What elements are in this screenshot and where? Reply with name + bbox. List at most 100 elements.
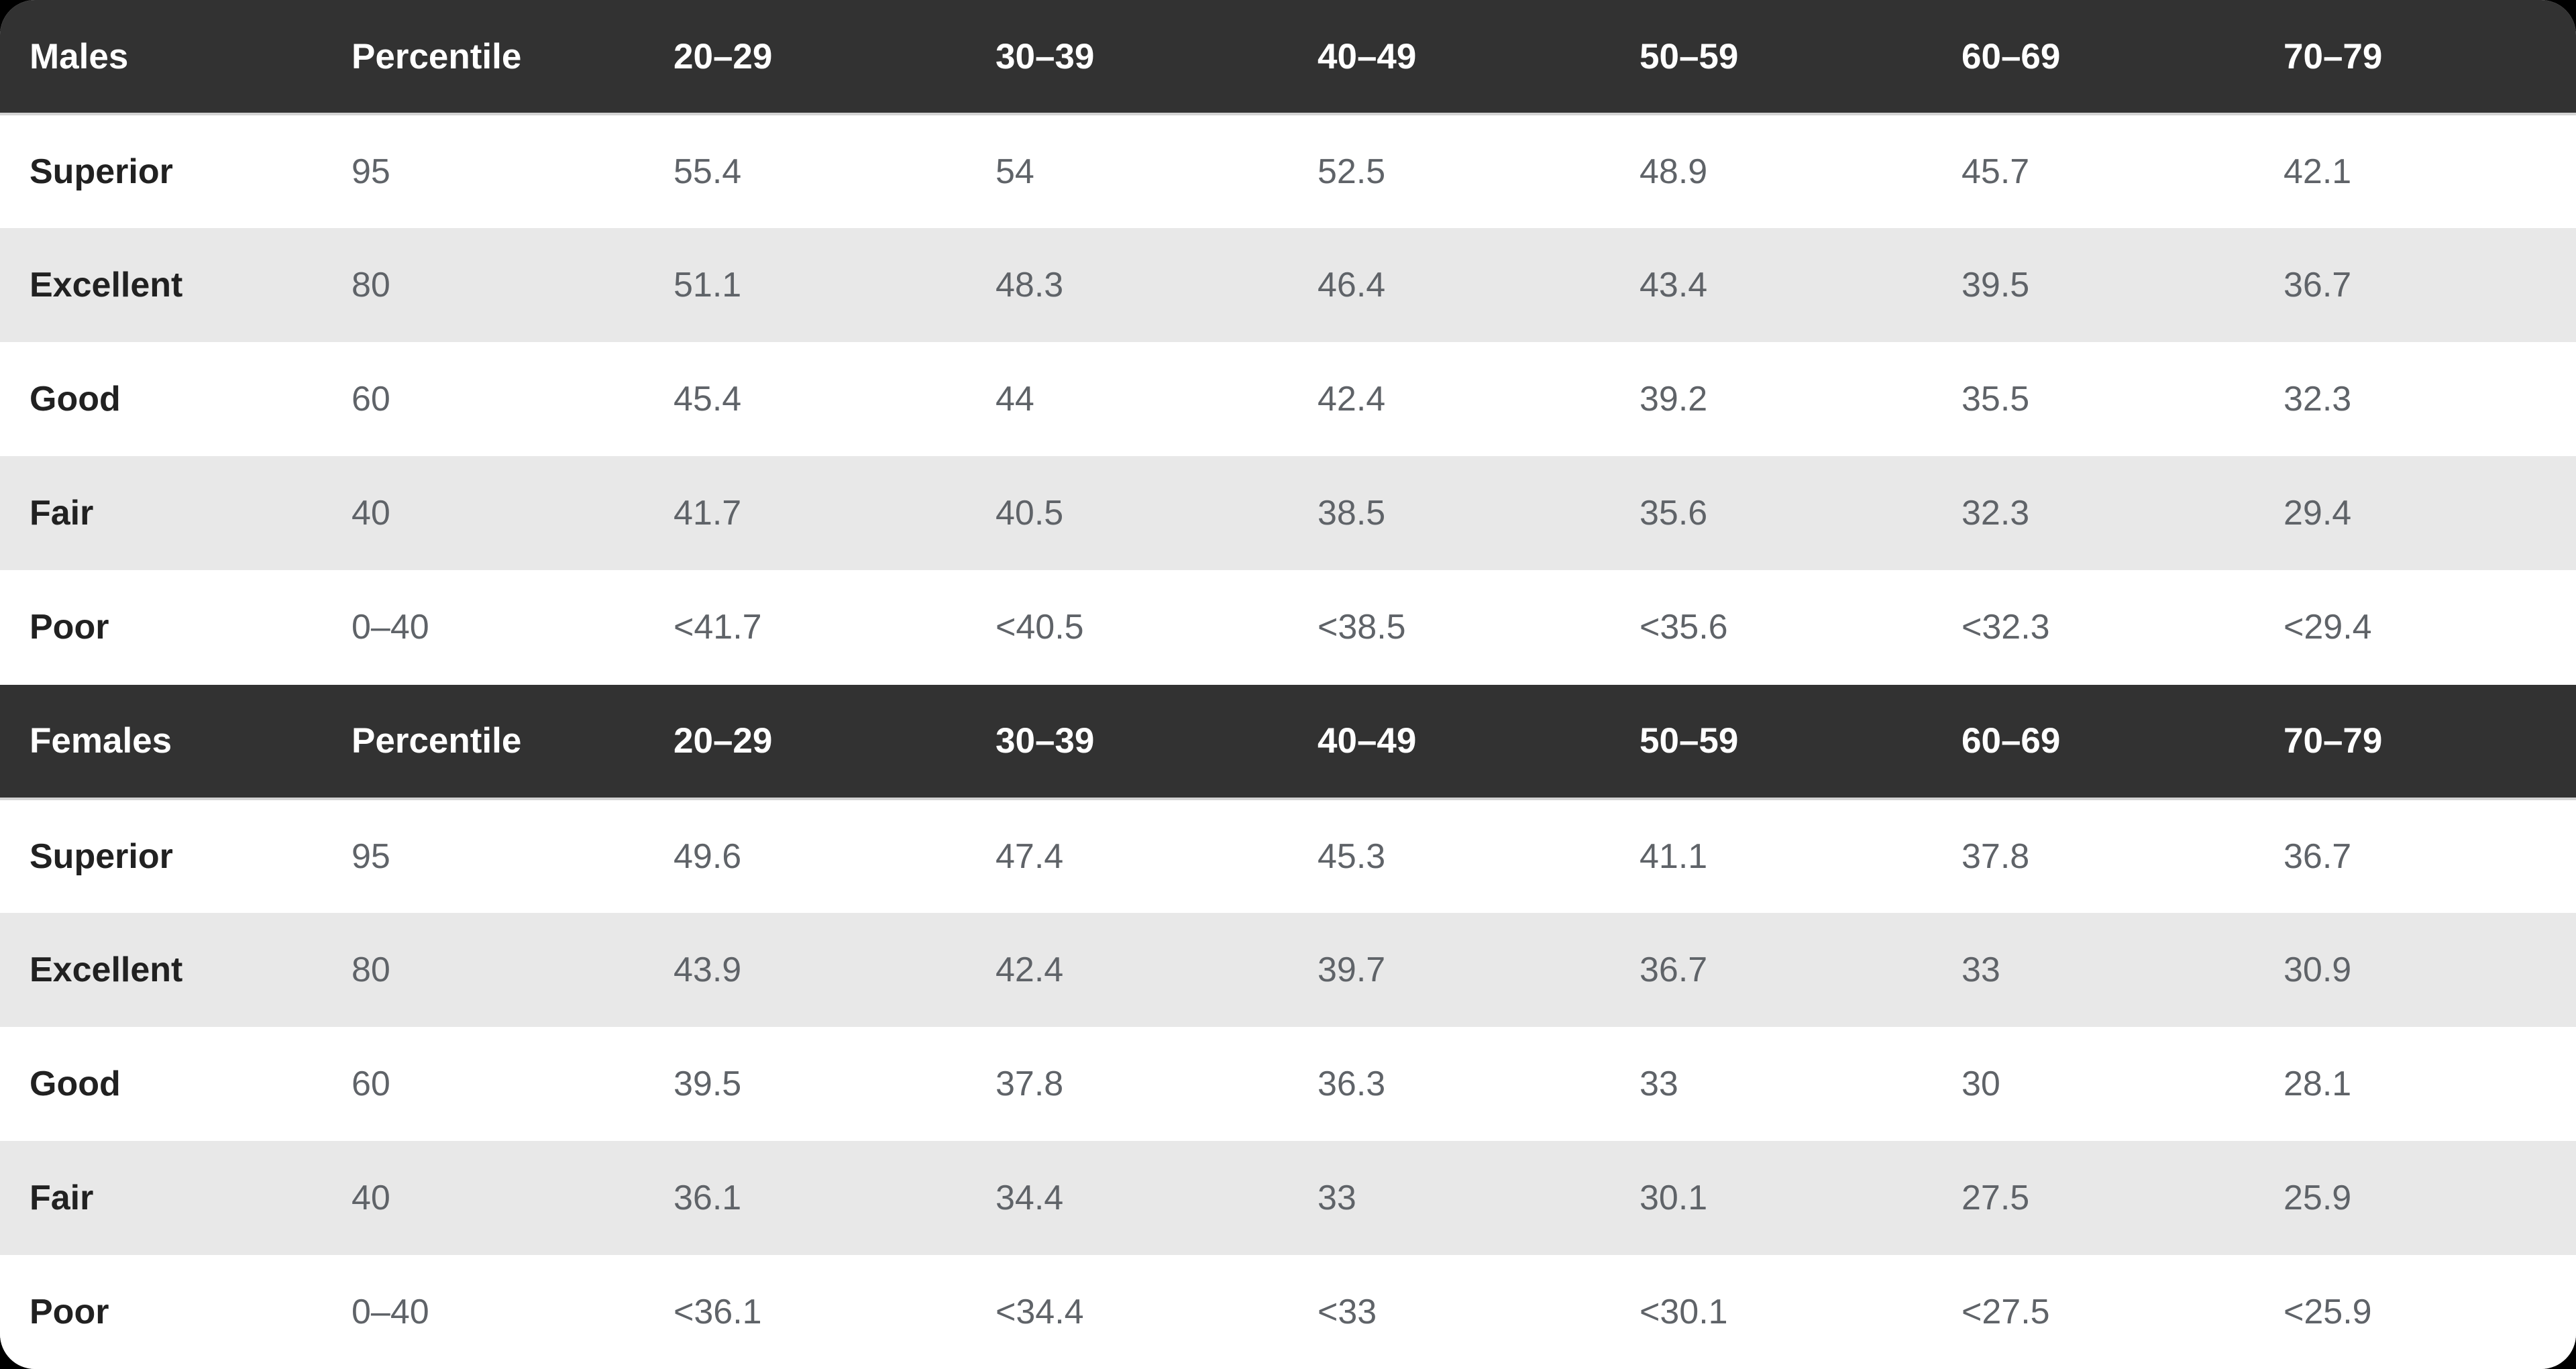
group-title-males: Males — [0, 0, 322, 116]
cell: 34.4 — [996, 1178, 1064, 1217]
cell: 49.6 — [674, 836, 742, 876]
table-row-males-good: Good 60 45.4 44 42.4 39.2 35.5 32.3 — [0, 342, 2576, 457]
cell: 41.1 — [1640, 836, 1708, 876]
cell: 30.1 — [1640, 1178, 1708, 1217]
table-row-males-excellent: Excellent 80 51.1 48.3 46.4 43.4 39.5 36… — [0, 228, 2576, 343]
cell: 45.3 — [1318, 836, 1386, 876]
column-header-age-60-69: 60–69 — [1932, 0, 2254, 116]
cell: 48.3 — [996, 266, 1064, 305]
column-header-age-60-69: 60–69 — [1932, 684, 2254, 800]
column-header-percentile: Percentile — [322, 0, 644, 116]
cell: 45.4 — [674, 380, 742, 419]
cell: 0–40 — [352, 608, 429, 647]
column-header-age-70-79: 70–79 — [2254, 684, 2576, 800]
cell: 37.8 — [996, 1064, 1064, 1103]
column-header-age-20-29: 20–29 — [644, 684, 966, 800]
column-header-age-30-39: 30–39 — [966, 684, 1288, 800]
column-header-percentile: Percentile — [322, 684, 644, 800]
row-label: Fair — [30, 494, 94, 533]
cell: 33 — [1962, 950, 2000, 989]
cell: 35.5 — [1962, 380, 2030, 419]
table-row-females-superior: Superior 95 49.6 47.4 45.3 41.1 37.8 36.… — [0, 798, 2576, 913]
cell: 29.4 — [2284, 494, 2352, 533]
cell: <30.1 — [1640, 1292, 1728, 1331]
column-header-age-50-59: 50–59 — [1610, 0, 1932, 116]
cell: 32.3 — [2284, 380, 2352, 419]
row-label: Superior — [30, 836, 173, 876]
cell: 30.9 — [2284, 950, 2352, 989]
females-section: Females Percentile 20–29 30–39 40–49 50–… — [0, 684, 2576, 1369]
males-section: Males Percentile 20–29 30–39 40–49 50–59… — [0, 0, 2576, 685]
column-header-age-40-49: 40–49 — [1288, 0, 1610, 116]
table-row-males-poor: Poor 0–40 <41.7 <40.5 <38.5 <35.6 <32.3 … — [0, 570, 2576, 685]
cell: 51.1 — [674, 266, 742, 305]
cell: 30 — [1962, 1064, 2000, 1103]
cell: <29.4 — [2284, 608, 2372, 647]
column-header-age-40-49: 40–49 — [1288, 684, 1610, 800]
cell: 60 — [352, 380, 390, 419]
cell: 80 — [352, 266, 390, 305]
females-header-row: Females Percentile 20–29 30–39 40–49 50–… — [0, 684, 2576, 800]
cell: 55.4 — [674, 152, 742, 192]
cell: <40.5 — [996, 608, 1084, 647]
cell: <32.3 — [1962, 608, 2050, 647]
cell: 52.5 — [1318, 152, 1386, 192]
cell: 41.7 — [674, 494, 742, 533]
cell: 35.6 — [1640, 494, 1708, 533]
cell: 43.4 — [1640, 266, 1708, 305]
group-title-females: Females — [0, 684, 322, 800]
table-row-males-superior: Superior 95 55.4 54 52.5 48.9 45.7 42.1 — [0, 114, 2576, 229]
cell: <27.5 — [1962, 1292, 2050, 1331]
cell: 40 — [352, 494, 390, 533]
cell: 42.4 — [1318, 380, 1386, 419]
cell: 0–40 — [352, 1292, 429, 1331]
cell: 42.4 — [996, 950, 1064, 989]
cell: <25.9 — [2284, 1292, 2372, 1331]
cell: 40.5 — [996, 494, 1064, 533]
cell: 28.1 — [2284, 1064, 2352, 1103]
cell: 27.5 — [1962, 1178, 2030, 1217]
cell: 33 — [1640, 1064, 1678, 1103]
cell: 46.4 — [1318, 266, 1386, 305]
cell: <35.6 — [1640, 608, 1728, 647]
row-label: Excellent — [30, 266, 183, 305]
column-header-age-70-79: 70–79 — [2254, 0, 2576, 116]
cell: 43.9 — [674, 950, 742, 989]
cell: 39.2 — [1640, 380, 1708, 419]
cell: 48.9 — [1640, 152, 1708, 192]
cell: 95 — [352, 152, 390, 192]
row-label: Fair — [30, 1178, 94, 1217]
cell: <41.7 — [674, 608, 762, 647]
cell: 36.7 — [2284, 836, 2352, 876]
cell: 95 — [352, 836, 390, 876]
row-label: Superior — [30, 152, 173, 192]
table-row-females-poor: Poor 0–40 <36.1 <34.4 <33 <30.1 <27.5 <2… — [0, 1254, 2576, 1369]
column-header-age-30-39: 30–39 — [966, 0, 1288, 116]
table-row-males-fair: Fair 40 41.7 40.5 38.5 35.6 32.3 29.4 — [0, 456, 2576, 571]
cell: 45.7 — [1962, 152, 2030, 192]
cell: 36.1 — [674, 1178, 742, 1217]
cell: 40 — [352, 1178, 390, 1217]
column-header-age-50-59: 50–59 — [1610, 684, 1932, 800]
cell: <34.4 — [996, 1292, 1084, 1331]
row-label: Good — [30, 1064, 121, 1103]
cell: 47.4 — [996, 836, 1064, 876]
cell: 60 — [352, 1064, 390, 1103]
cell: 39.5 — [1962, 266, 2030, 305]
cell: 54 — [996, 152, 1034, 192]
column-header-age-20-29: 20–29 — [644, 0, 966, 116]
cell: <36.1 — [674, 1292, 762, 1331]
row-label: Poor — [30, 608, 109, 647]
table-row-females-fair: Fair 40 36.1 34.4 33 30.1 27.5 25.9 — [0, 1140, 2576, 1255]
cell: 32.3 — [1962, 494, 2030, 533]
row-label: Poor — [30, 1292, 109, 1331]
row-label: Good — [30, 380, 121, 419]
row-label: Excellent — [30, 950, 183, 989]
cell: 39.7 — [1318, 950, 1386, 989]
cell: 44 — [996, 380, 1034, 419]
cell: 25.9 — [2284, 1178, 2352, 1217]
males-header-row: Males Percentile 20–29 30–39 40–49 50–59… — [0, 0, 2576, 116]
cell: 33 — [1318, 1178, 1356, 1217]
